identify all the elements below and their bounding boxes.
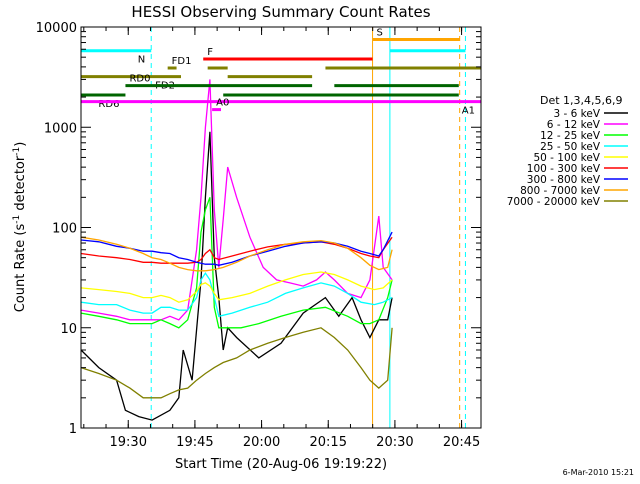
- legend-label: 7000 - 20000 keV: [507, 196, 601, 208]
- x-tick-label: 19:30: [110, 435, 147, 450]
- series-line: [80, 327, 393, 399]
- flag-label: S: [377, 28, 383, 39]
- legend-label: 12 - 25 keV: [540, 130, 601, 142]
- y-axis: 1 10 100 1000 10000: [36, 21, 481, 437]
- flag-label: F: [207, 47, 213, 58]
- series-line: [80, 236, 393, 272]
- x-axis-label: Start Time (20-Aug-06 19:19:22): [175, 457, 387, 472]
- series-line: [80, 271, 393, 303]
- footer-timestamp: 6-Mar-2010 15:21: [563, 468, 634, 477]
- series-line: [80, 197, 393, 329]
- plot-area: NSFFD1FD2RD0RD6A1A0: [80, 27, 481, 428]
- x-tick-label: 20:00: [243, 435, 280, 450]
- series-line: [80, 79, 393, 321]
- flag-label: N: [138, 55, 145, 66]
- x-tick-label: 19:45: [176, 435, 213, 450]
- flag-label: FD1: [172, 56, 192, 67]
- series-line: [80, 131, 393, 421]
- y-tick-label: 10: [60, 322, 77, 337]
- series-line: [80, 236, 393, 264]
- flag-label: RD6: [98, 99, 119, 110]
- legend-label: 100 - 300 keV: [527, 163, 601, 175]
- y-axis-label: Count Rate (s-1 detector-1): [12, 142, 28, 313]
- y-tick-label: 1000: [44, 121, 77, 136]
- flag-label: A1: [462, 106, 475, 117]
- y-tick-label: 100: [52, 222, 77, 237]
- legend-label: 800 - 7000 keV: [520, 185, 601, 197]
- series-line: [80, 231, 393, 266]
- legend-label: 50 - 100 keV: [533, 152, 600, 164]
- plot-frame: [80, 26, 482, 429]
- legend-title: Det 1,3,4,5,6,9: [540, 94, 623, 107]
- legend-label: 300 - 800 keV: [527, 174, 601, 186]
- flag-label: A0: [216, 98, 229, 109]
- legend-label: 6 - 12 keV: [547, 119, 601, 131]
- flag-label: RD0: [129, 74, 150, 85]
- y-tick-label: 1: [69, 422, 77, 437]
- legend-label: 3 - 6 keV: [553, 108, 600, 120]
- x-tick-label: 20:30: [376, 435, 413, 450]
- x-tick-label: 20:45: [443, 435, 480, 450]
- legend-label: 25 - 50 keV: [540, 141, 601, 153]
- x-tick-label: 20:15: [310, 435, 347, 450]
- x-axis: 19:30 19:45 20:00 20:15 20:30 20:45: [83, 27, 480, 450]
- chart-title: HESSI Observing Summary Count Rates: [131, 3, 430, 21]
- y-tick-label: 10000: [36, 21, 77, 36]
